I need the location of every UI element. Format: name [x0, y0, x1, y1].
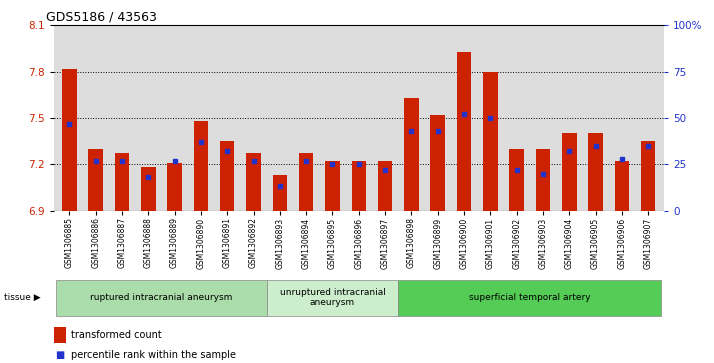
- Bar: [536, 149, 550, 211]
- Bar: [615, 161, 629, 211]
- Text: percentile rank within the sample: percentile rank within the sample: [71, 350, 236, 360]
- Bar: [457, 52, 471, 211]
- Bar: [483, 72, 498, 211]
- Bar: [167, 163, 182, 211]
- Bar: [220, 141, 234, 211]
- Text: GDS5186 / 43563: GDS5186 / 43563: [46, 11, 157, 24]
- Bar: [89, 149, 103, 211]
- Bar: [246, 154, 261, 211]
- Bar: [299, 154, 313, 211]
- Bar: [273, 175, 287, 211]
- Bar: [62, 69, 76, 211]
- Bar: [141, 167, 156, 211]
- Bar: [378, 161, 392, 211]
- Bar: [326, 161, 340, 211]
- Bar: [193, 121, 208, 211]
- Text: transformed count: transformed count: [71, 330, 162, 340]
- Bar: [588, 133, 603, 211]
- Text: ruptured intracranial aneurysm: ruptured intracranial aneurysm: [90, 293, 233, 302]
- Bar: [509, 149, 524, 211]
- Bar: [115, 154, 129, 211]
- Bar: [404, 98, 418, 211]
- Bar: [431, 115, 445, 211]
- Bar: [562, 133, 576, 211]
- Text: tissue ▶: tissue ▶: [4, 293, 40, 302]
- Bar: [641, 141, 655, 211]
- Text: ■: ■: [56, 350, 64, 360]
- Bar: [351, 161, 366, 211]
- Text: unruptured intracranial
aneurysm: unruptured intracranial aneurysm: [280, 288, 386, 307]
- Text: superficial temporal artery: superficial temporal artery: [469, 293, 590, 302]
